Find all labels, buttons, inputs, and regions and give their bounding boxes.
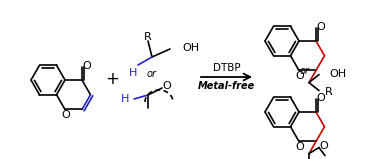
Text: Metal-free: Metal-free	[198, 81, 255, 91]
Text: or: or	[147, 69, 157, 79]
Text: O: O	[83, 61, 91, 71]
Text: R: R	[144, 32, 152, 42]
Text: O: O	[317, 22, 325, 32]
Text: O: O	[163, 81, 171, 91]
Text: O: O	[62, 111, 70, 121]
Text: or: or	[300, 66, 310, 76]
Text: DTBP: DTBP	[213, 63, 240, 73]
Text: +: +	[105, 70, 119, 88]
Text: O: O	[296, 142, 304, 152]
Text: O: O	[296, 71, 304, 81]
Text: H: H	[121, 94, 129, 104]
Text: OH: OH	[329, 69, 346, 79]
Text: O: O	[320, 141, 328, 151]
Text: O: O	[317, 93, 325, 103]
Text: R: R	[325, 86, 333, 97]
Text: OH: OH	[182, 43, 199, 53]
Text: H: H	[129, 68, 137, 78]
